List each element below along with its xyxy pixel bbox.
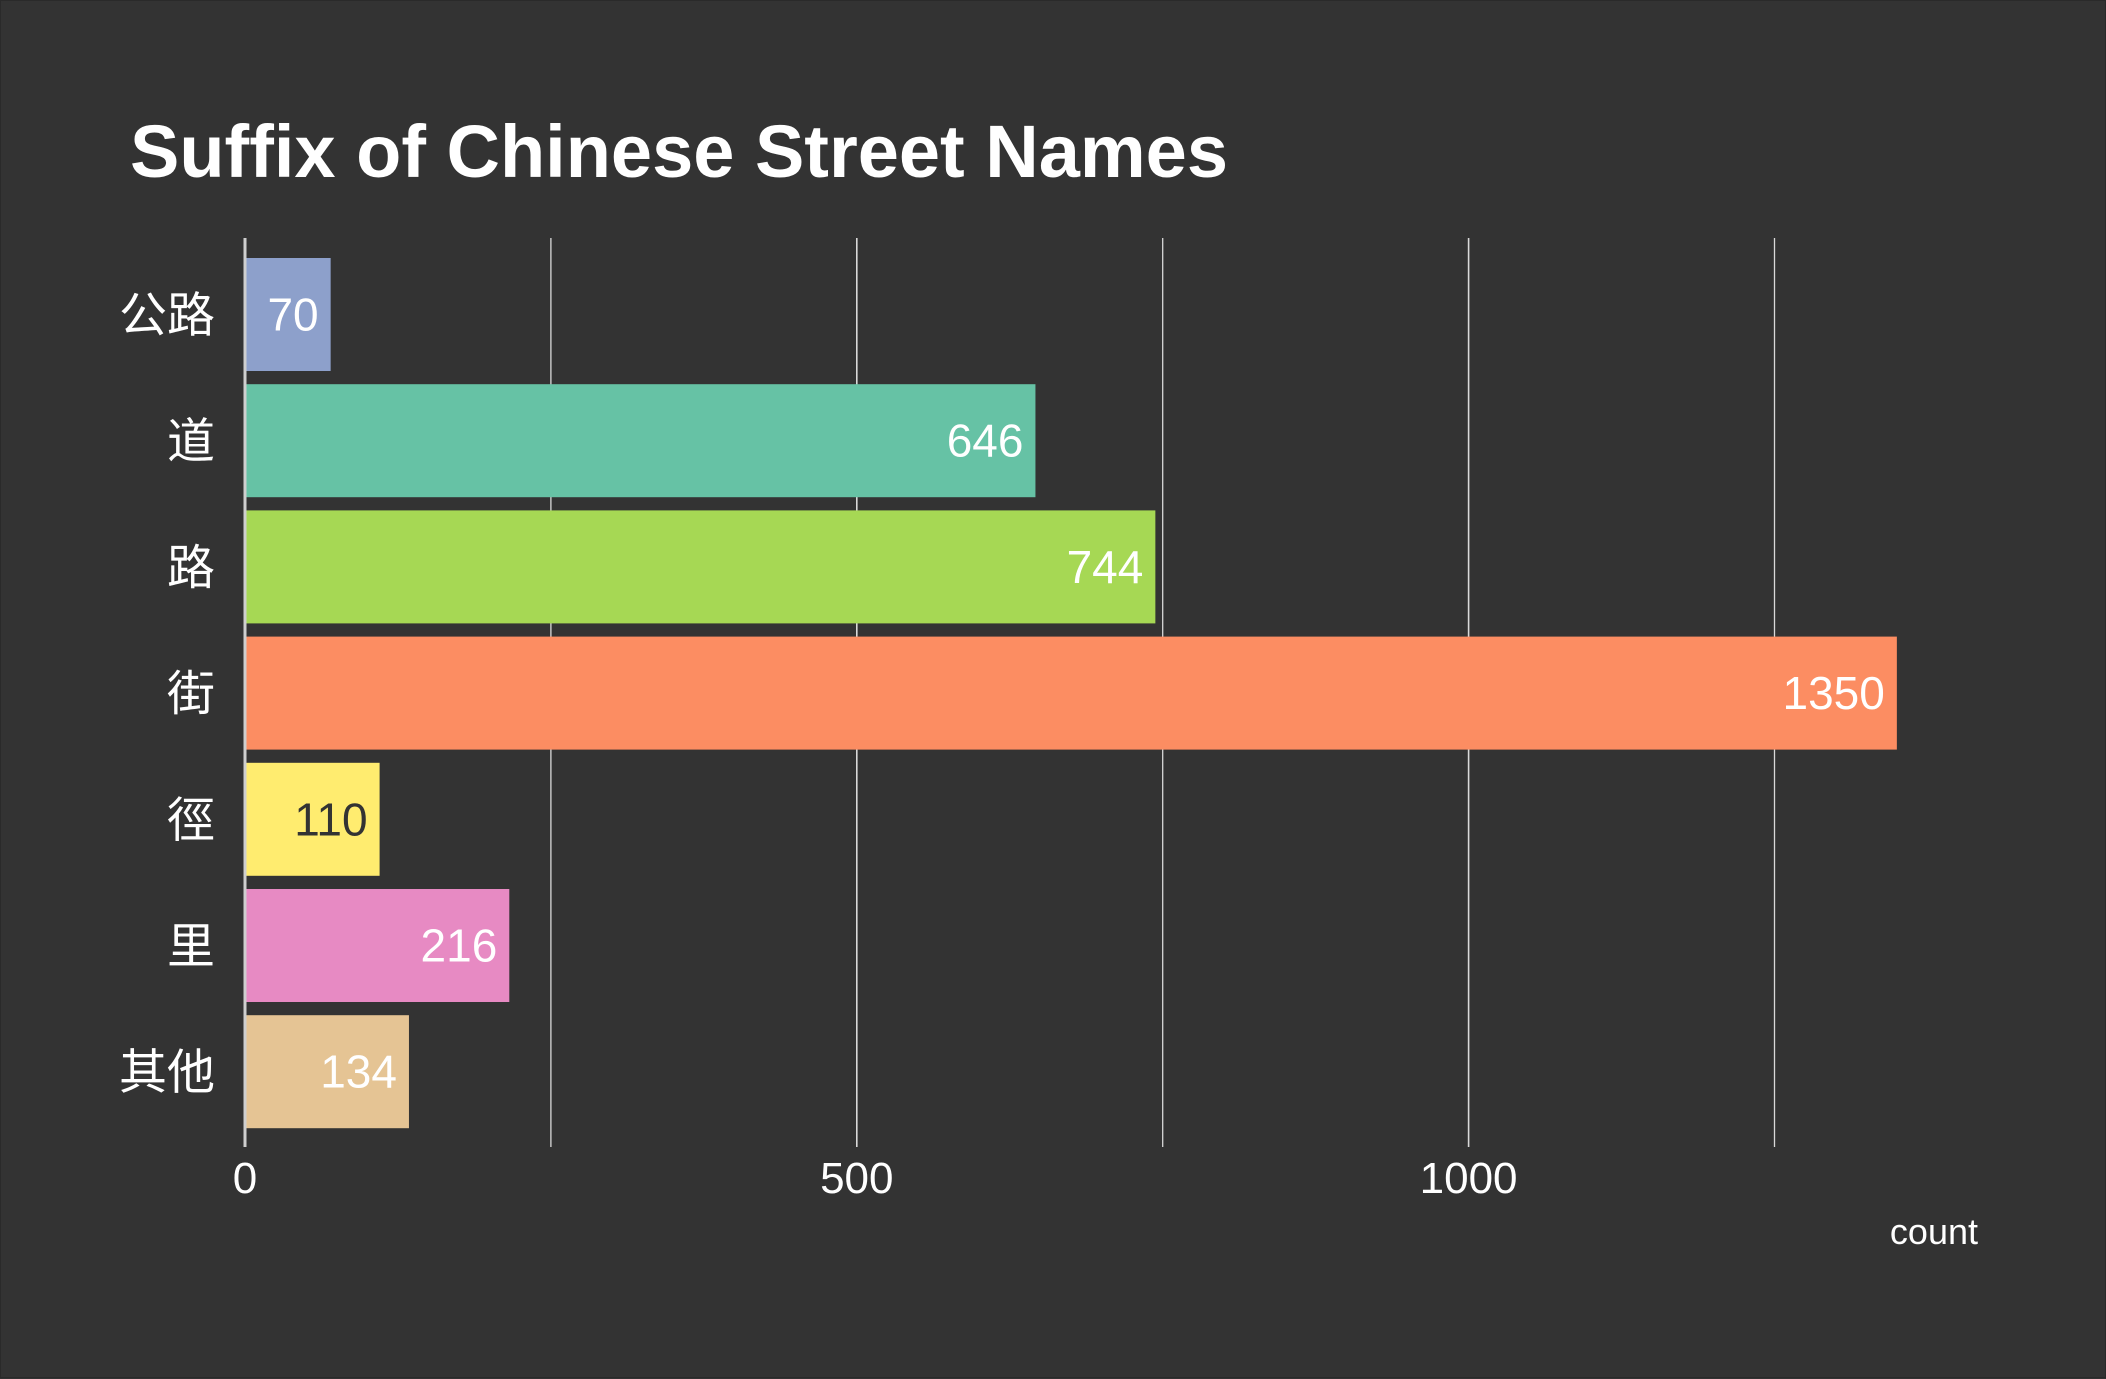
bar-value-label-4: 110 <box>294 793 367 845</box>
y-category-label-6: 其他 <box>119 1045 215 1101</box>
bar-value-label-3: 1350 <box>1783 667 1885 719</box>
x-axis-title: count <box>1890 1211 1978 1252</box>
y-category-label-0: 公路 <box>119 288 215 344</box>
chart-title: Suffix of Chinese Street Names <box>130 110 1228 193</box>
x-tick-label-1: 500 <box>820 1154 893 1203</box>
y-category-label-3: 街 <box>167 666 215 722</box>
bar-6 <box>245 1015 409 1129</box>
y-category-label-2: 路 <box>167 540 215 596</box>
bar-4 <box>245 762 380 876</box>
x-tick-label-2: 1000 <box>1420 1154 1518 1203</box>
bar-1 <box>245 384 1036 498</box>
bar-5 <box>245 889 510 1002</box>
y-category-label-1: 道 <box>167 414 215 470</box>
bar-value-label-1: 646 <box>947 415 1024 467</box>
bar-3 <box>245 636 1897 750</box>
y-category-label-4: 徑 <box>167 792 215 848</box>
bar-value-label-5: 216 <box>421 920 498 972</box>
y-category-label-5: 里 <box>167 919 215 975</box>
bar-value-label-0: 70 <box>267 289 318 341</box>
x-tick-label-0: 0 <box>233 1154 257 1203</box>
bar-0 <box>245 258 331 371</box>
bar-value-label-6: 134 <box>320 1046 397 1098</box>
bar-2 <box>245 510 1156 624</box>
bars: 70 646 744 1350 110 216 134 <box>245 258 1897 1129</box>
bar-value-label-2: 744 <box>1067 541 1144 593</box>
